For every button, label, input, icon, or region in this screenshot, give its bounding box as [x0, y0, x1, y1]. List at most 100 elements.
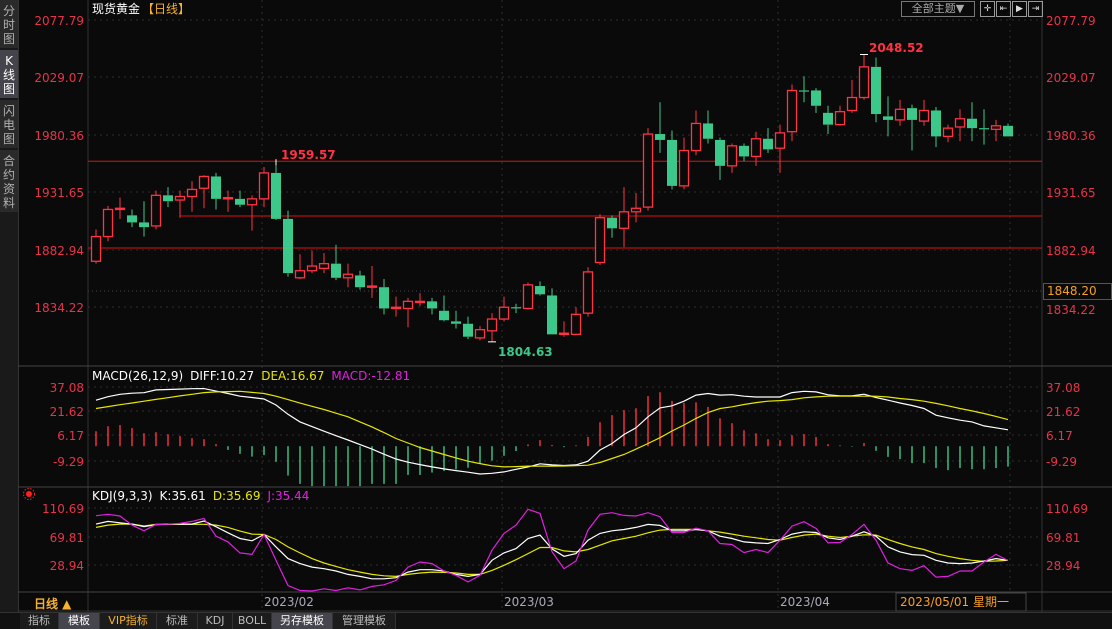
tab-vip-indicators[interactable]: VIP指标 [100, 613, 157, 629]
tab-intraday-chart[interactable]: 分时图 [0, 0, 18, 48]
macd-axis-label-left: 6.17 [57, 429, 84, 443]
macd-diff-value: DIFF:10.27 [190, 369, 254, 383]
zoom-in-icon[interactable]: ⇤ [996, 1, 1011, 17]
candle-body-down [331, 263, 341, 278]
low-price-label: 1804.63 [498, 345, 553, 359]
candle-body-up [678, 149, 690, 187]
candle-body-down [511, 307, 521, 309]
candle-body-down [535, 286, 545, 295]
candle-body-up [942, 127, 954, 138]
candle-body-down [907, 108, 917, 120]
candle-body-down [463, 323, 473, 337]
theme-dropdown[interactable]: 全部主题▼ [901, 1, 975, 17]
candle-body-down [451, 321, 461, 324]
kdj-d-value: D:35.69 [213, 489, 261, 503]
candle-body-up [786, 89, 798, 133]
candle-body-up [894, 108, 906, 121]
chart-canvas[interactable]: 现货黄金 【日线】 2048.52 1804.63 1959.57 2077.79 20… [0, 0, 1112, 612]
candle-body-up [174, 195, 186, 201]
candle-body-up [258, 172, 270, 200]
candle-body-down [739, 145, 749, 157]
tab-kdj[interactable]: KDJ [198, 613, 233, 629]
indicator-settings-icon[interactable] [23, 488, 35, 500]
candle-body-up [402, 300, 414, 310]
tab-save-template[interactable]: 另存模板 [272, 613, 333, 629]
candle-body-down [379, 287, 389, 309]
kdj-j-line [95, 508, 1009, 592]
period-selector[interactable]: 日线 ▲ [34, 596, 72, 611]
kdj-axis-label-right: 110.69 [1046, 502, 1088, 516]
candle-body-up [990, 125, 1002, 130]
candle-body-up [522, 284, 534, 310]
candle-body-down [547, 295, 557, 335]
candle-body-down [655, 134, 665, 140]
candle-body-down [271, 172, 281, 219]
macd-dea-value: DEA:16.67 [261, 369, 324, 383]
candle-body-up [102, 208, 114, 238]
candle-body-up [642, 133, 654, 208]
candle-body-up [630, 207, 642, 213]
candle-body-down [967, 118, 977, 129]
crosshair-icon[interactable]: ✛ [980, 1, 995, 17]
candle-body-down [979, 128, 989, 130]
candle-body-up [90, 235, 102, 262]
macd-title: MACD(26,12,9) [92, 369, 183, 383]
candle-body-up [918, 109, 930, 122]
cursor-date: 2023/05/01 星期一 [900, 595, 1009, 609]
candle-body-up [774, 132, 786, 149]
move-right-icon[interactable]: ⇥ [1028, 1, 1043, 17]
macd-axis-label-right: -9.29 [1046, 455, 1077, 469]
chart-title: 现货黄金 【日线】 [92, 1, 190, 16]
candle-body-down [823, 112, 833, 125]
candle-body-up [390, 306, 402, 310]
kdj-d-line [95, 523, 1009, 578]
candle-body-down [763, 138, 773, 150]
kdj-title: KDJ(9,3,3) [92, 489, 153, 503]
candle-body-up [690, 122, 702, 152]
play-forward-icon[interactable]: ▶ [1012, 1, 1027, 17]
tab-indicators[interactable]: 指标 [20, 613, 59, 629]
price-axis-label-right: 2077.79 [1046, 14, 1096, 28]
candle-body-down [211, 176, 221, 199]
candle-body-up [582, 271, 594, 314]
candle-body-down [427, 301, 437, 309]
candle-body-down [607, 217, 617, 229]
tab-flash-chart[interactable]: 闪电图 [0, 100, 18, 148]
cursor-date-box [895, 592, 1027, 612]
tab-boll[interactable]: BOLL [233, 613, 272, 629]
macd-header: MACD(26,12,9) DIFF:10.27 DEA:16.67 MACD:-12… [92, 369, 410, 383]
candle-body-up [294, 270, 306, 279]
candle-body-up [618, 211, 630, 229]
kdj-axis-label-right: 28.94 [1046, 559, 1080, 573]
tab-templates[interactable]: 模板 [59, 613, 100, 629]
x-axis-month-label: 2023/03 [504, 595, 554, 609]
candle-body-up [846, 96, 858, 112]
macd-dea-line [95, 390, 1009, 468]
high-price-label: 2048.52 [869, 41, 924, 55]
kdj-axis-label-left: 69.81 [50, 531, 84, 545]
candle-body-up [726, 145, 738, 167]
price-axis-label-left: 1931.65 [34, 186, 84, 200]
candle-body-down [127, 215, 137, 223]
candle-body-down [715, 139, 725, 166]
tab-standard[interactable]: 标准 [157, 613, 198, 629]
candle-body-down [163, 195, 173, 202]
price-axis-label-right: 1882.94 [1046, 244, 1096, 258]
current-price-label: 1848.20 [1043, 283, 1112, 300]
candle-body-up [474, 328, 486, 339]
macd-macd-value: MACD:-12.81 [331, 369, 410, 383]
macd-diff-line [95, 387, 1009, 475]
candle-body-down [283, 218, 293, 274]
price-axis-label-right: 2029.07 [1046, 71, 1096, 85]
candle-body-down [703, 123, 713, 139]
candle-body-down [799, 90, 809, 92]
instrument-title: 现货黄金 [92, 1, 140, 16]
tab-manage-templates[interactable]: 管理模板 [333, 613, 396, 629]
candle-body-down [235, 198, 245, 205]
price-axis-label-left: 2077.79 [34, 14, 84, 28]
price-axis-label-right: 1834.22 [1046, 303, 1096, 317]
tab-contract-info[interactable]: 合约资料 [0, 150, 18, 212]
macd-axis-label-right: 6.17 [1046, 429, 1073, 443]
tab-kline-chart[interactable]: K线图 [0, 50, 18, 98]
price-axis-label-right: 1980.36 [1046, 129, 1096, 143]
